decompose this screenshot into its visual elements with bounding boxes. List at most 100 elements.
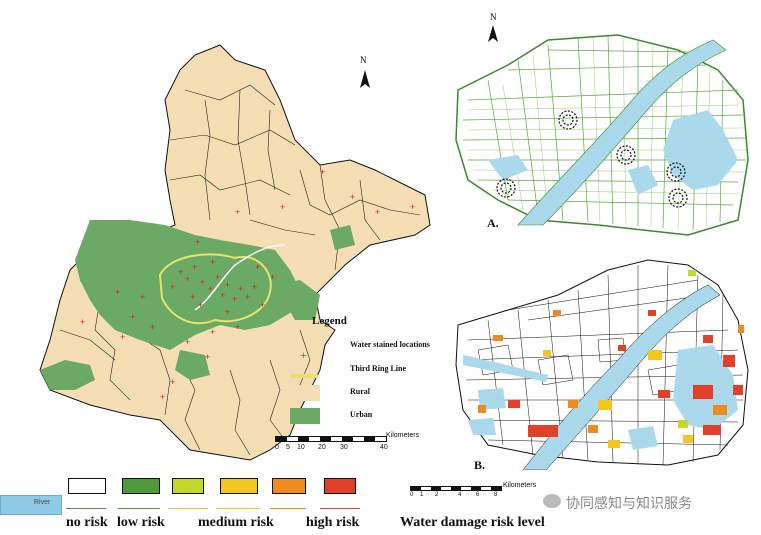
svg-text:+: + [320,167,325,177]
river [194,244,286,311]
panel-b-scale-tick: 1 [420,492,424,498]
svg-text:+: + [245,292,250,302]
svg-text:+: + [215,272,220,282]
scale-bar [275,436,387,442]
risk-underline [270,508,306,509]
risk-underline [216,508,260,509]
legend-rural: Rural [350,387,370,396]
risk-underline [320,508,360,509]
risk-legend-title: Water damage risk level [400,515,545,530]
urban-area [175,350,210,380]
panel-b-scale-tick: 8 [494,492,498,498]
risk-label-no-risk: no risk [66,515,108,530]
scale-tick: 10 [297,444,305,451]
scale-tick: 0 [275,444,279,451]
scale-tick: 30 [340,444,348,451]
wuhan-region-map: +++ +++ +++ +++ +++ +++ +++ ++ + + ++ +++ … [39,44,431,461]
svg-text:+: + [375,207,380,217]
svg-text:+: + [192,262,197,272]
panel-a-label: A. [487,216,499,230]
svg-text:+: + [220,290,225,300]
svg-text:+: + [160,392,165,402]
urban-swatch [290,408,320,424]
water-swatch [0,495,62,515]
water-swatch-label: River [34,499,51,506]
svg-text:+: + [235,207,240,217]
risk-label-high-risk: high risk [306,515,360,530]
svg-text:+: + [232,294,237,304]
svg-text:+: + [178,267,183,277]
risk-box-4 [272,478,306,494]
svg-text:+: + [208,284,213,294]
lake [478,388,506,410]
rural-swatch [290,385,320,401]
panel-b-scale-tick: 6 [476,492,480,498]
svg-text:+: + [280,202,285,212]
third-ring-swatch [290,374,318,378]
svg-text:+: + [225,280,230,290]
legend-title: Legend [312,315,347,327]
svg-text:+: + [185,337,190,347]
panel-b-map [455,259,749,470]
panel-b-scale-tick: 0 [410,492,414,498]
lake [468,418,496,435]
scale-unit: Kilometers [386,432,420,439]
river [517,39,727,226]
svg-text:+: + [210,257,215,267]
risk-underline [168,508,208,509]
risk-patches [478,270,744,448]
panel-b-scale-tick: 2 [435,492,439,498]
risk-box-3 [220,478,258,494]
north-arrow-icon [360,70,370,88]
risk-box-2 [172,478,204,494]
panel-b-label: B. [474,458,486,472]
legend-water-stained: Water stained locations [350,340,430,349]
risk-label-low-risk: low risk [117,515,165,530]
svg-text:+: + [238,284,243,294]
lake [628,165,658,195]
water-stained-points: +++ +++ +++ +++ +++ +++ +++ ++ + + ++ +++ … [80,167,415,402]
risk-underline [118,508,160,509]
panel-b-scale-bar [410,486,502,491]
risk-box-5 [324,478,356,494]
scale-tick: 5 [286,444,290,451]
svg-text:+: + [235,322,240,332]
lake [488,155,528,180]
urban-area [40,360,95,390]
panel-a-map [455,25,749,236]
svg-text:+: + [210,327,215,337]
svg-text:+: + [185,274,190,284]
lake [663,110,738,190]
svg-text:+: + [190,292,195,302]
plus-icon: + [300,348,307,362]
third-ring-line [158,253,272,325]
watermark-text: 协同感知与知识服务 [566,496,692,512]
svg-text:+: + [198,300,203,310]
svg-text:+: + [225,307,230,317]
risk-box-no-risk [68,478,106,494]
north-arrow-icon [488,25,498,42]
svg-text:+: + [200,277,205,287]
svg-text:+: + [130,312,135,322]
scale-tick: 20 [318,444,326,451]
panel-a-north-label: N [490,12,497,22]
svg-text:+: + [350,192,355,202]
svg-text:+: + [410,202,415,212]
svg-text:+: + [170,377,175,387]
panel-b-scale-tick: 4 [458,492,462,498]
svg-text:+: + [150,322,155,332]
svg-text:+: + [252,282,257,292]
river [463,355,548,382]
legend-urban: Urban [350,410,373,419]
north-label: N [360,55,367,65]
scale-tick: 40 [380,444,388,451]
risk-box-1 [122,478,160,494]
svg-text:+: + [115,287,120,297]
svg-text:+: + [195,237,200,247]
svg-text:+: + [120,332,125,342]
panel-b-scale-unit: Kilometers [503,482,537,489]
svg-text:+: + [170,282,175,292]
risk-label-medium-risk: medium risk [198,515,274,530]
wechat-icon [543,494,561,508]
svg-text:+: + [80,317,85,327]
